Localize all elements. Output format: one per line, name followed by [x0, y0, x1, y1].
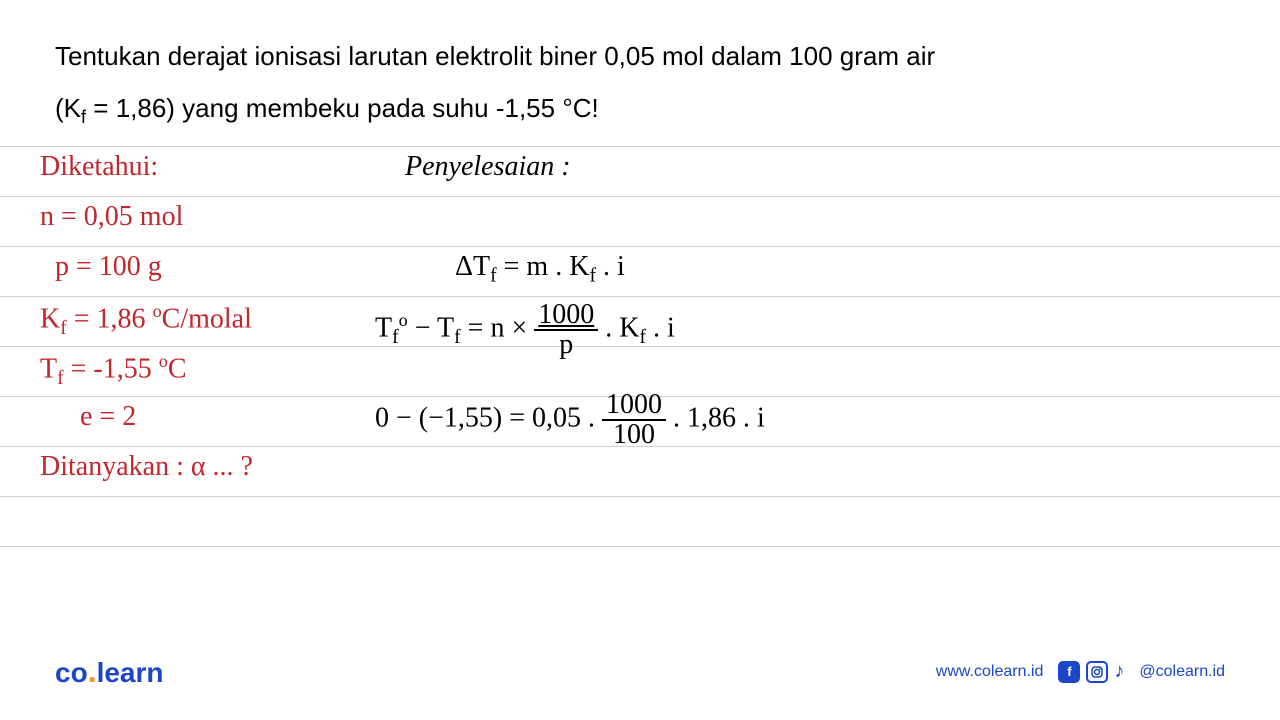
logo-co: co: [55, 657, 88, 688]
given-p: p = 100 g: [55, 251, 162, 283]
given-tf: Tf = -1,55 oC: [40, 351, 187, 390]
eq3: 0 − (−1,55) = 0,05 . 1000100 . 1,86 . i: [375, 391, 765, 449]
given-e: e = 2: [80, 401, 136, 433]
footer-right: www.colearn.id f ♪ @colearn.id: [936, 660, 1225, 683]
website-url: www.colearn.id: [936, 663, 1044, 681]
problem-line2-pre: (K: [55, 93, 81, 123]
logo-learn: learn: [97, 657, 164, 688]
given-n: n = 0,05 mol: [40, 201, 183, 233]
footer: co.learn www.colearn.id f ♪ @colearn.id: [0, 653, 1280, 690]
given-kf: Kf = 1,86 oC/molal: [40, 301, 252, 340]
social-icons: f ♪: [1058, 660, 1124, 683]
logo: co.learn: [55, 653, 164, 690]
given-title: Diketahui:: [40, 151, 158, 183]
instagram-icon: [1086, 661, 1108, 683]
eq2: Tfo − Tf = n × 1000p . Kf . i: [375, 301, 675, 359]
logo-dot: .: [88, 653, 97, 689]
problem-statement: Tentukan derajat ionisasi larutan elektr…: [55, 30, 1225, 136]
facebook-icon: f: [1058, 661, 1080, 683]
problem-line1: Tentukan derajat ionisasi larutan elektr…: [55, 41, 935, 71]
tiktok-icon: ♪: [1114, 660, 1124, 683]
social-handle: @colearn.id: [1139, 663, 1225, 681]
solution-title: Penyelesaian :: [405, 151, 571, 183]
asked: Ditanyakan : α ... ?: [40, 451, 253, 483]
problem-line2-post: = 1,86) yang membeku pada suhu -1,55 °C!: [86, 93, 599, 123]
eq1: ΔTf = m . Kf . i: [455, 251, 625, 288]
